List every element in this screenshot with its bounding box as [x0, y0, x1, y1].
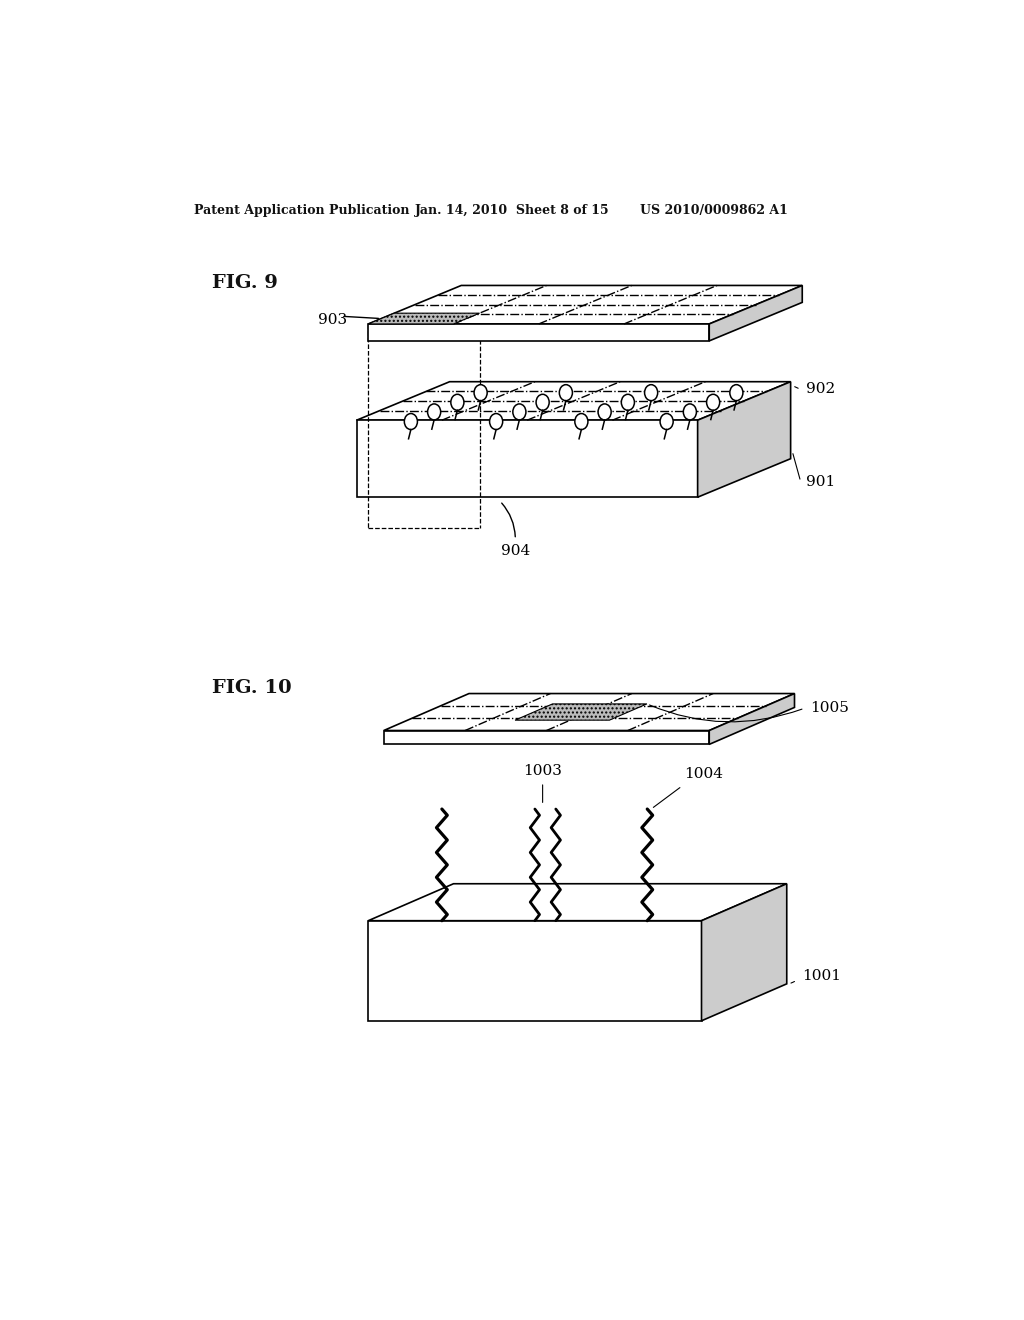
Ellipse shape: [622, 395, 635, 411]
Polygon shape: [369, 921, 701, 1020]
Ellipse shape: [489, 413, 503, 429]
Ellipse shape: [707, 395, 720, 411]
Text: 903: 903: [317, 313, 347, 327]
Polygon shape: [701, 884, 786, 1020]
Text: 904: 904: [501, 544, 530, 558]
Polygon shape: [369, 323, 710, 341]
Ellipse shape: [404, 413, 418, 429]
Text: 1003: 1003: [523, 763, 562, 777]
Polygon shape: [710, 693, 795, 744]
Text: 1005: 1005: [810, 701, 849, 715]
Polygon shape: [356, 381, 791, 420]
Ellipse shape: [574, 413, 588, 429]
Text: Patent Application Publication: Patent Application Publication: [194, 205, 410, 218]
Polygon shape: [369, 884, 786, 921]
Ellipse shape: [537, 395, 549, 411]
Ellipse shape: [730, 384, 743, 401]
Text: 1001: 1001: [802, 969, 842, 983]
Text: US 2010/0009862 A1: US 2010/0009862 A1: [640, 205, 787, 218]
Polygon shape: [356, 420, 697, 498]
Text: 901: 901: [806, 475, 836, 488]
Ellipse shape: [598, 404, 611, 420]
Ellipse shape: [559, 384, 572, 401]
Text: FIG. 9: FIG. 9: [212, 275, 278, 292]
Text: FIG. 10: FIG. 10: [212, 680, 291, 697]
Ellipse shape: [513, 404, 526, 420]
Ellipse shape: [644, 384, 657, 401]
Text: Jan. 14, 2010  Sheet 8 of 15: Jan. 14, 2010 Sheet 8 of 15: [415, 205, 609, 218]
Ellipse shape: [474, 384, 487, 401]
Polygon shape: [369, 285, 802, 323]
Ellipse shape: [428, 404, 440, 420]
Polygon shape: [710, 285, 802, 341]
Polygon shape: [515, 704, 647, 721]
Text: 902: 902: [806, 383, 836, 396]
Polygon shape: [384, 693, 795, 730]
Text: 1004: 1004: [684, 767, 723, 781]
Polygon shape: [384, 730, 710, 744]
Polygon shape: [697, 381, 791, 498]
Ellipse shape: [451, 395, 464, 411]
Polygon shape: [369, 313, 479, 323]
Ellipse shape: [683, 404, 696, 420]
Ellipse shape: [660, 413, 673, 429]
